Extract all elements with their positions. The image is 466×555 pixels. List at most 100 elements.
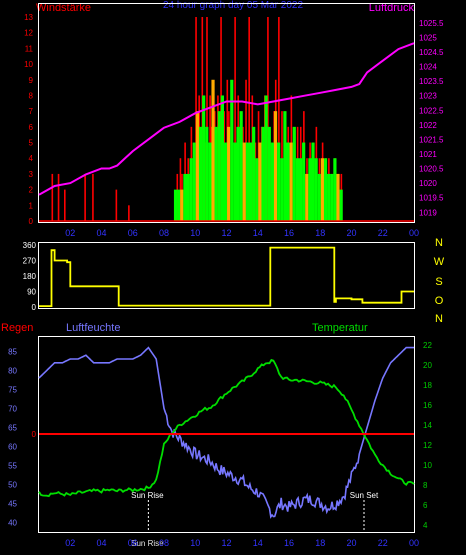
wind-gust-bar <box>248 17 250 221</box>
wind-x-tick-label: 02 <box>65 228 75 238</box>
temperature-line <box>38 358 415 498</box>
wind-avg-bar <box>283 111 287 221</box>
wind-avg-bar <box>258 142 262 221</box>
humtemp-x-tick-label: 00 <box>409 538 419 548</box>
wind-avg-bar <box>286 142 290 221</box>
wind-avg-bar <box>242 142 246 221</box>
wind-y-tick-label: 0 <box>29 217 34 226</box>
humtemp-panel-frame <box>38 336 415 533</box>
wind-y-tick-label: 10 <box>24 60 33 69</box>
wind-x-tick-label: 22 <box>378 228 388 238</box>
wind-avg-bar <box>252 126 256 221</box>
pressure-y-tick-label: 1023 <box>419 92 437 101</box>
temperature-y-tick-label: 20 <box>423 361 432 370</box>
humtemp-x-tick-label: 22 <box>378 538 388 548</box>
wind-avg-bar <box>298 158 303 221</box>
humtemp-x-tick-label: 20 <box>346 538 356 548</box>
wind-avg-bar <box>327 173 331 221</box>
rain-title: Regen <box>1 322 33 334</box>
wind-avg-bar <box>227 126 231 221</box>
humidity-y-tick-label: 65 <box>8 423 17 432</box>
wind-gust-bar <box>84 173 86 221</box>
direction-y-tick-label: 270 <box>23 257 37 266</box>
humtemp-x-tick-label: 04 <box>96 538 106 548</box>
wind-gust-bar <box>278 17 280 221</box>
wind-avg-bar <box>261 126 265 221</box>
direction-y-tick-label: 90 <box>27 288 36 297</box>
wind-avg-bar <box>208 142 212 221</box>
wind-y-tick-label: 5 <box>29 139 34 148</box>
direction-compass-label: N <box>435 237 443 249</box>
pressure-y-tick-label: 1025 <box>419 33 437 42</box>
wind-gust-bar <box>51 173 54 221</box>
wind-y-tick-label: 9 <box>29 76 34 85</box>
wind-direction-line <box>39 246 414 307</box>
wind-avg-bar <box>180 189 184 221</box>
wind-avg-bar <box>314 158 318 221</box>
pressure-title: Luftdruck <box>369 2 415 14</box>
wind-y-tick-label: 13 <box>24 13 33 22</box>
wind-avg-bar <box>277 142 281 221</box>
wind-avg-bar <box>192 142 196 221</box>
wind-avg-bar <box>198 126 203 221</box>
wind-avg-bar <box>311 142 315 221</box>
temperature-y-tick-label: 22 <box>423 341 432 350</box>
direction-compass-label: O <box>435 295 444 307</box>
wind-avg-bar <box>339 189 343 221</box>
pressure-y-tick-label: 1024 <box>419 63 437 72</box>
wind-avg-bar <box>189 158 193 221</box>
wind-y-tick-label: 8 <box>29 91 34 100</box>
direction-y-tick-label: 360 <box>23 241 37 250</box>
wind-avg-bar <box>255 158 259 221</box>
temperature-y-tick-label: 4 <box>423 521 428 530</box>
wind-avg-bar <box>323 158 328 221</box>
humtemp-x-tick-label: 18 <box>315 538 325 548</box>
humidity-title: Luftfeuchte <box>66 322 120 334</box>
humidity-temperature-panel: Regen Luftfeuchte Temperatur Sun Rise Sun… <box>1 322 432 548</box>
wind-gust-bar <box>64 189 66 221</box>
wind-y-tick-label: 4 <box>29 154 34 163</box>
wind-gust-bar <box>128 205 130 221</box>
direction-compass-label: W <box>434 256 445 268</box>
humidity-y-tick-label: 55 <box>8 461 17 470</box>
pressure-y-tick-label: 1024.5 <box>419 48 444 57</box>
wind-x-tick-label: 04 <box>96 228 106 238</box>
direction-compass-label: N <box>435 313 443 325</box>
humidity-y-tick-label: 80 <box>8 366 17 375</box>
wind-x-tick-label: 10 <box>190 228 200 238</box>
wind-avg-bar <box>202 95 206 221</box>
wind-avg-bar <box>183 173 187 221</box>
temperature-title: Temperatur <box>312 322 368 334</box>
wind-y-tick-label: 1 <box>29 201 34 210</box>
wind-avg-bar <box>217 111 221 221</box>
wind-avg-bar <box>239 111 243 221</box>
wind-avg-bar <box>280 158 284 221</box>
direction-y-tick-label: 0 <box>32 303 37 312</box>
sun-rise-label: Sun Rise <box>131 491 164 500</box>
wind-avg-bar <box>320 158 325 221</box>
temperature-y-tick-label: 14 <box>423 421 432 430</box>
humidity-y-tick-label: 40 <box>8 518 17 527</box>
wind-avg-bar <box>289 142 293 221</box>
humidity-y-tick-label: 50 <box>8 480 17 489</box>
pressure-y-tick-label: 1021.5 <box>419 135 444 144</box>
humidity-y-tick-label: 75 <box>8 385 17 394</box>
wind-x-tick-label: 12 <box>221 228 231 238</box>
wind-gust-bar <box>267 17 269 221</box>
wind-avg-bar <box>205 126 209 221</box>
wind-y-tick-label: 2 <box>29 186 34 195</box>
sun-rise-axis-label: Sun Rise <box>131 539 164 548</box>
wind-avg-bar <box>177 189 181 221</box>
pressure-y-tick-label: 1019 <box>419 208 437 217</box>
pressure-y-tick-label: 1020.5 <box>419 165 444 174</box>
wind-avg-bar <box>317 173 321 221</box>
pressure-y-tick-label: 1021 <box>419 150 437 159</box>
wind-title: Windstärke <box>36 2 91 14</box>
pressure-line <box>38 42 415 196</box>
wind-x-tick-label: 08 <box>159 228 169 238</box>
humtemp-x-tick-label: 14 <box>253 538 263 548</box>
humtemp-x-tick-label: 08 <box>159 538 169 548</box>
humidity-y-tick-label: 85 <box>8 347 17 356</box>
